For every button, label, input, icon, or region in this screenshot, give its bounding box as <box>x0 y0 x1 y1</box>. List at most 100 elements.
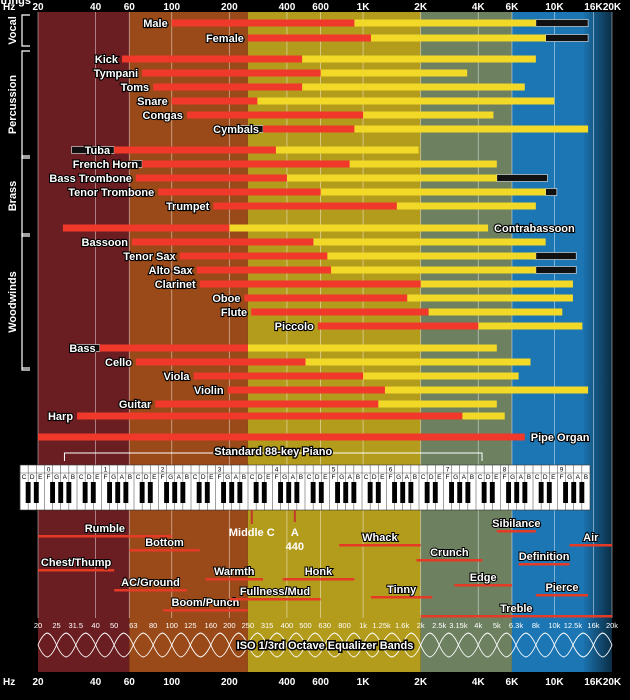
harmonic-bar <box>378 400 497 408</box>
white-key-letter: E <box>494 474 499 481</box>
instrument-label: Female <box>206 33 244 45</box>
white-key-letter: A <box>177 474 182 481</box>
white-key-letter: B <box>128 474 132 481</box>
range-bar <box>38 569 115 572</box>
range-label: Whack <box>362 532 398 544</box>
top-tick-11: 10K <box>545 2 564 13</box>
octave-number: 3 <box>218 467 222 474</box>
iso-curve-24 <box>496 632 517 658</box>
white-key-letter: C <box>22 474 27 481</box>
iso-curve-6 <box>152 632 173 658</box>
instrument-bassoon: Bassoon <box>80 236 546 250</box>
iso-band-5: 63 <box>129 621 137 630</box>
black-key <box>392 482 398 503</box>
instrument-label: Kick <box>95 54 119 66</box>
range-pierce: Pierce <box>535 581 589 597</box>
range-rumble: Rumble <box>38 522 172 538</box>
fundamental-bar <box>251 308 429 316</box>
range-warmth: Warmth <box>205 565 264 581</box>
range-label: Sibilance <box>492 518 540 530</box>
fundamental-bar <box>199 280 421 288</box>
black-key <box>180 482 186 503</box>
black-key <box>408 482 414 503</box>
iso-curve-0 <box>37 632 58 658</box>
fundamental-bar <box>132 238 314 246</box>
group-strings: Strings <box>0 0 31 369</box>
group-label: Percussion <box>7 75 19 135</box>
harmonic-bar <box>354 19 536 27</box>
range-label: Crunch <box>430 547 469 559</box>
iso-curve-8 <box>189 632 212 658</box>
octave-number: 6 <box>389 467 393 474</box>
instrument-female: Female <box>205 32 589 46</box>
white-key-letter: C <box>364 474 369 481</box>
tonal-ranges: Middle C A 440 Rumble Chest/Thump Bottom AC/Gr… <box>38 510 612 618</box>
white-key-letter: E <box>551 474 556 481</box>
instrument-cello: Cello <box>104 356 531 370</box>
iso-band-13: 400 <box>281 621 294 630</box>
white-key-letter: D <box>486 474 491 481</box>
iso-curve-10 <box>228 632 249 658</box>
instrument-label: Tuba <box>85 145 111 157</box>
instrument-label: Bassoon <box>82 237 129 249</box>
band-3 <box>420 12 512 672</box>
black-key <box>375 482 381 503</box>
white-key-letter: E <box>266 474 271 481</box>
white-key-letter: B <box>71 474 75 481</box>
instrument-oboe: Oboe <box>211 292 573 306</box>
black-key <box>229 482 235 503</box>
harmonic-bar <box>396 202 536 210</box>
white-key-letter: G <box>282 474 287 481</box>
black-key <box>546 482 552 503</box>
range-bar <box>496 530 536 533</box>
iso-band-18: 1.25k <box>372 621 391 630</box>
harmonic-bar <box>428 308 563 316</box>
iso-band-10: 200 <box>223 621 236 630</box>
group-brass: Brass <box>7 155 30 237</box>
instrument-label: Congas <box>143 110 183 122</box>
range-label: Definition <box>519 551 570 563</box>
bottom-tick-7: 1K <box>357 677 371 688</box>
black-key <box>107 482 113 503</box>
black-key <box>147 482 153 503</box>
top-tick-12: 16K <box>584 2 603 13</box>
bottom-tick-10: 6K <box>506 677 520 688</box>
instrument-label: Clarinet <box>155 279 196 291</box>
bottom-tick-1: 40 <box>90 677 102 688</box>
fundamental-bar <box>213 202 397 210</box>
top-tick-8: 2K <box>414 2 428 13</box>
harmonic-bar <box>478 322 583 330</box>
white-key-letter: B <box>299 474 303 481</box>
bottom-tick-0: 20 <box>32 677 44 688</box>
range-bar <box>370 596 433 599</box>
range-bar <box>420 615 612 618</box>
white-key-letter: A <box>234 474 239 481</box>
fundamental-bar <box>196 266 332 274</box>
instrument-violin: Violin <box>193 384 589 398</box>
white-key-letter: F <box>218 474 222 481</box>
top-tick-6: 600 <box>312 2 329 13</box>
range-definition: Definition <box>518 550 571 566</box>
harmonic-bar <box>363 372 519 380</box>
iso-curve-9 <box>210 632 230 658</box>
range-tinny: Tinny <box>370 583 433 599</box>
octave-number: 7 <box>446 467 450 474</box>
instrument-bars: Male Female Kick Tympani Toms Snare Congas Cymb… <box>38 17 591 445</box>
iso-band-8: 125 <box>184 621 197 630</box>
instrument-label: Cello <box>105 357 132 369</box>
iso-curve-29 <box>593 632 613 658</box>
black-key <box>310 482 316 503</box>
range-treble: Treble <box>420 602 612 618</box>
range-label: Boom/Punch <box>172 597 240 609</box>
top-tick-7: 1K <box>357 2 371 13</box>
black-key <box>563 482 569 503</box>
white-key-letter: C <box>193 474 198 481</box>
white-key-letter: E <box>152 474 157 481</box>
instrument-flute: Flute <box>220 306 563 320</box>
top-tick-5: 400 <box>279 2 296 13</box>
white-key-letter: D <box>144 474 149 481</box>
octave-number: 4 <box>275 467 279 474</box>
fundamental-bar <box>142 69 321 77</box>
octave-number: 8 <box>503 467 507 474</box>
